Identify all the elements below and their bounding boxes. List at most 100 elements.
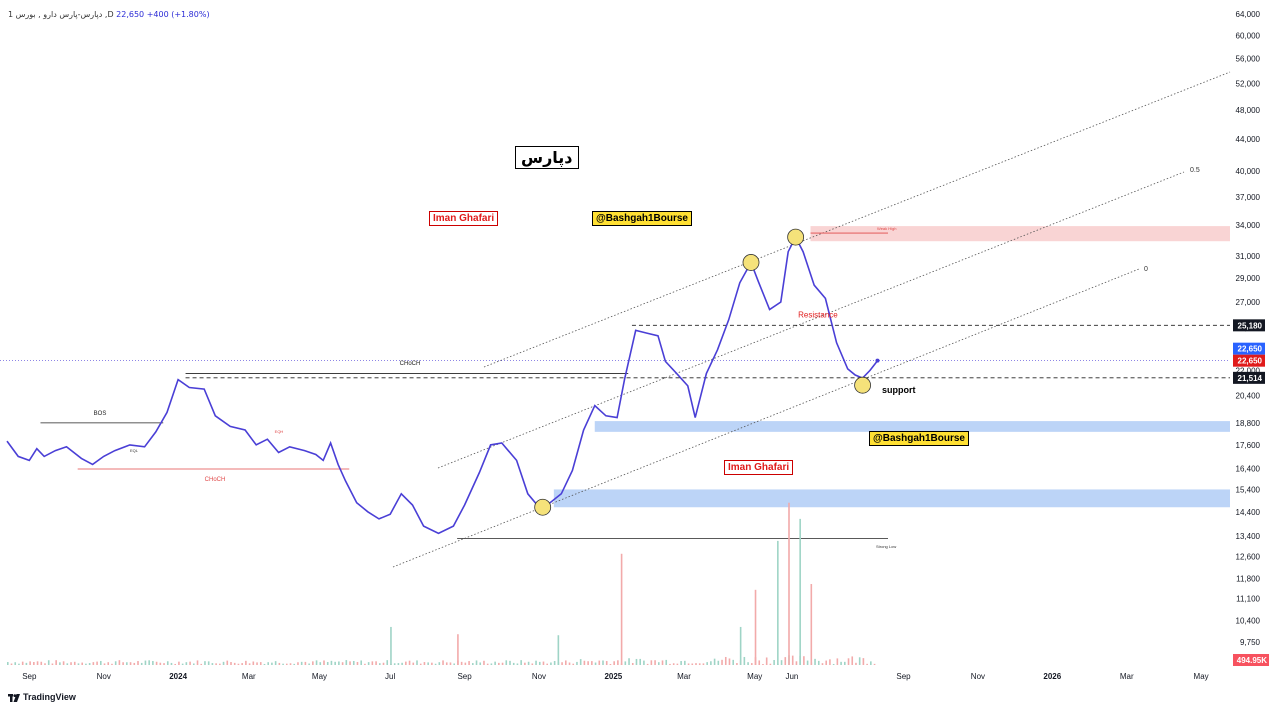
last-price-dot — [875, 358, 880, 363]
volume-bar — [431, 662, 433, 665]
volume-bar — [643, 660, 645, 665]
volume-bar — [628, 658, 630, 665]
y-tick-label: 13,400 — [1236, 532, 1261, 541]
volume-bar — [613, 661, 615, 665]
volume-spike — [754, 589, 757, 665]
volume-bar — [152, 661, 154, 665]
y-tick-label: 29,000 — [1236, 274, 1261, 283]
volume-bar — [122, 662, 124, 665]
volume-bar — [55, 660, 57, 665]
x-tick-label: Mar — [242, 672, 256, 681]
volume-bar — [873, 663, 876, 665]
volume-bar — [259, 662, 262, 665]
y-tick-label: 60,000 — [1236, 32, 1261, 41]
volume-bar — [821, 663, 824, 665]
volume-bar — [780, 660, 783, 665]
volume-bar — [553, 660, 556, 665]
volume-bar — [103, 663, 106, 665]
volume-bar — [464, 662, 467, 665]
volume-bar — [550, 662, 552, 665]
volume-bar — [36, 661, 39, 665]
volume-bar — [371, 661, 374, 665]
volume-bar — [501, 662, 504, 665]
x-tick-label: Nov — [971, 672, 985, 681]
volume-bar — [706, 662, 708, 665]
volume-bar — [230, 662, 232, 665]
y-tick-label: 48,000 — [1236, 106, 1261, 115]
x-tick-label: Nov — [97, 672, 111, 681]
volume-bar — [163, 663, 165, 665]
volume-bar — [193, 663, 195, 665]
choch-low-label: CHoCH — [205, 477, 226, 483]
volume-bar — [312, 661, 314, 665]
volume-bar — [453, 663, 455, 665]
y-tick-label: 27,000 — [1236, 298, 1261, 307]
volume-bar — [297, 662, 299, 665]
volume-bar — [710, 661, 712, 665]
volume-spike — [620, 553, 623, 665]
volume-bar — [382, 662, 385, 665]
volume-bar — [728, 658, 731, 665]
volume-bar — [204, 661, 206, 665]
y-tick-label: 64,000 — [1236, 10, 1261, 19]
volume-bar — [364, 663, 366, 665]
x-tick-label: Jun — [785, 672, 798, 681]
volume-bar — [866, 663, 868, 665]
y-tick-label: 31,000 — [1236, 252, 1261, 261]
volume-bar — [126, 662, 128, 665]
close-price-badge: 22,650 — [1238, 357, 1263, 366]
volume-bar — [505, 660, 508, 665]
volume-bar — [263, 663, 266, 665]
volume-bar — [717, 660, 720, 665]
volume-bar — [85, 663, 87, 665]
volume-bar — [538, 661, 541, 665]
volume-bar — [635, 658, 638, 665]
volume-bar — [144, 660, 147, 665]
volume-bar — [241, 663, 243, 665]
x-tick-label: 2025 — [604, 672, 622, 681]
volume-bar — [494, 661, 496, 665]
volume-bar — [77, 663, 80, 665]
volume-bar — [114, 661, 117, 665]
volume-bar — [140, 662, 143, 665]
volume-bar — [721, 659, 723, 665]
volume-bar — [29, 661, 31, 665]
volume-bar — [479, 662, 482, 665]
volume-bar — [713, 658, 716, 665]
volume-bar — [278, 662, 281, 665]
volume-bar — [438, 662, 441, 665]
choch-top-label: CHoCH — [400, 361, 421, 367]
volume-bar — [286, 663, 288, 665]
volume-bar — [334, 661, 336, 665]
volume-bar — [219, 663, 221, 665]
volume-bar — [308, 663, 310, 665]
eqh-label: EQH — [275, 429, 284, 434]
volume-bar — [784, 657, 787, 665]
volume-bar — [858, 657, 861, 665]
volume-bar — [166, 661, 169, 665]
supply-zone — [810, 226, 1230, 242]
volume-bar — [282, 663, 284, 665]
volume-bar — [829, 659, 831, 665]
volume-bar — [743, 656, 746, 665]
tradingview-branding[interactable]: TradingView — [8, 692, 76, 702]
volume-bar — [851, 656, 854, 665]
volume-bar — [181, 663, 184, 665]
volume-bar — [650, 660, 653, 665]
volume-bar — [840, 661, 842, 665]
volume-bar — [617, 660, 619, 665]
chart-title-box: دپارس — [515, 146, 579, 169]
volume-bar — [576, 661, 578, 665]
volume-bar — [300, 661, 303, 665]
volume-bar — [107, 662, 110, 665]
volume-bar — [498, 662, 500, 665]
volume-bar — [100, 660, 102, 665]
volume-bar — [148, 660, 150, 665]
resistance-price-badge: 25,180 — [1238, 321, 1263, 330]
author-label-2: Iman Ghafari — [724, 460, 794, 475]
x-tick-label: 2026 — [1043, 672, 1061, 681]
y-tick-label: 40,000 — [1236, 167, 1261, 176]
volume-bar — [475, 660, 478, 665]
volume-bar — [423, 662, 426, 665]
